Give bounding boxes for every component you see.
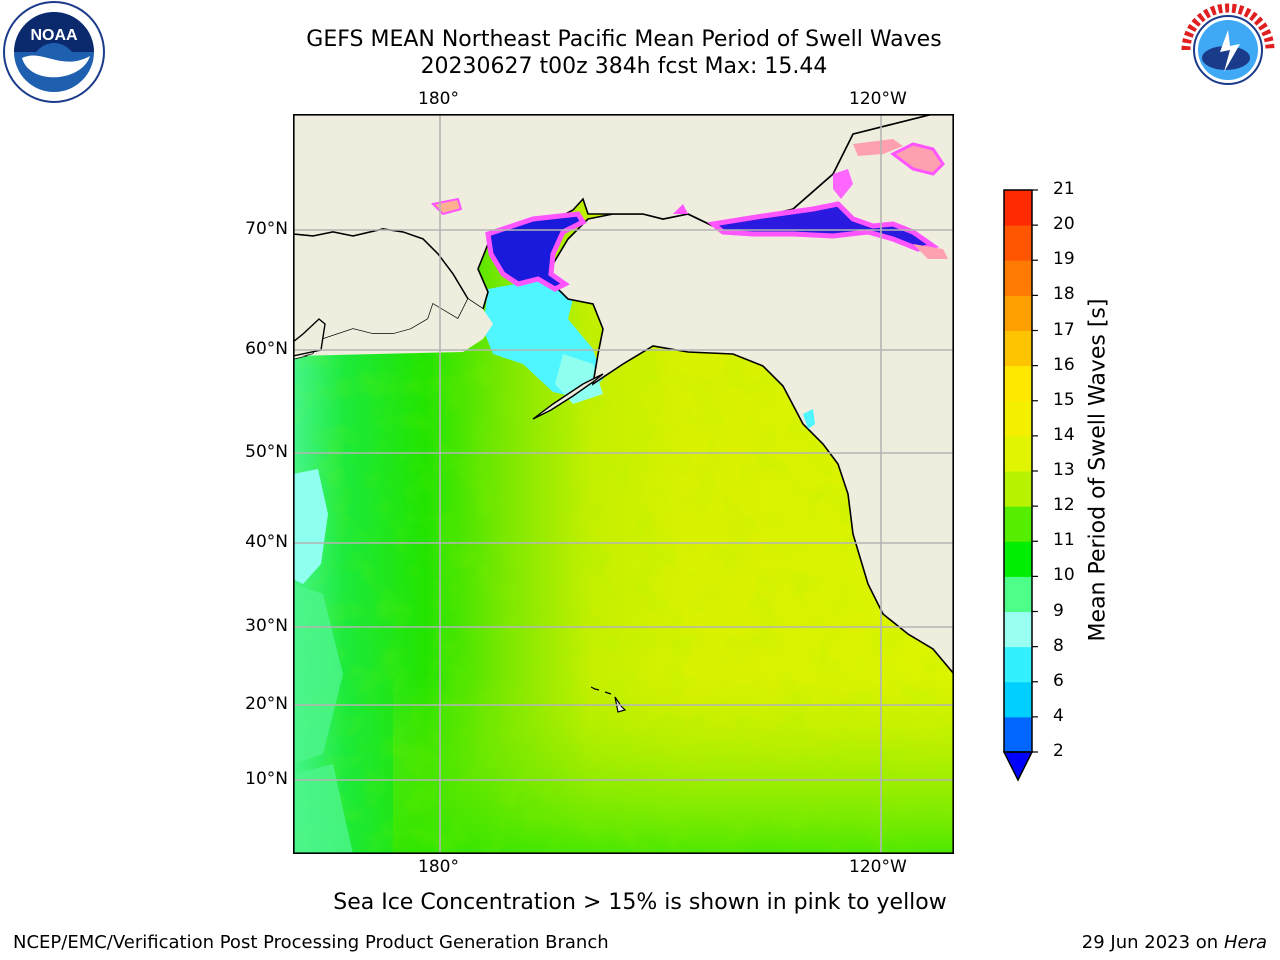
noaa-logo: NOAA bbox=[3, 1, 105, 103]
sea-ice-note: Sea Ice Concentration > 15% is shown in … bbox=[333, 890, 947, 915]
lat-label-20n: 20°N bbox=[245, 694, 288, 714]
chart-title: GEFS MEAN Northeast Pacific Mean Period … bbox=[306, 27, 942, 52]
lon-label-top-180: 180° bbox=[418, 89, 459, 109]
lon-label-bottom-180: 180° bbox=[418, 857, 459, 877]
colorbar-tick-label: 8 bbox=[1053, 635, 1064, 656]
lon-label-bottom-120w: 120°W bbox=[849, 857, 907, 877]
colorbar-segment bbox=[1004, 295, 1032, 331]
colorbar-tick-label: 16 bbox=[1053, 354, 1075, 375]
colorbar bbox=[1002, 189, 1038, 782]
noaa-logo-text: NOAA bbox=[30, 27, 78, 44]
sea-ice-beaufort bbox=[707, 201, 940, 252]
colorbar-tick-label: 14 bbox=[1053, 424, 1075, 445]
colorbar-segment bbox=[1004, 471, 1032, 507]
colorbar-extend-arrow bbox=[1002, 751, 1034, 782]
lat-label-10n: 10°N bbox=[245, 769, 288, 789]
footer-date: 29 Jun 2023 on Hera bbox=[1082, 932, 1267, 953]
colorbar-tick-label: 20 bbox=[1053, 214, 1075, 235]
colorbar-segment bbox=[1004, 435, 1032, 472]
colorbar-tick-label: 4 bbox=[1053, 705, 1064, 726]
lon-label-top-120w: 120°W bbox=[849, 89, 907, 109]
colorbar-tick-label: 18 bbox=[1053, 284, 1075, 305]
colorbar-tick-label: 2 bbox=[1053, 741, 1064, 761]
footer-date-text: 29 Jun 2023 on bbox=[1081, 932, 1219, 953]
colorbar-tick-label: 9 bbox=[1053, 600, 1064, 621]
sea-ice-chukchi bbox=[485, 211, 587, 292]
colorbar-tick-label: 17 bbox=[1053, 319, 1075, 340]
colorbar-tick-label: 11 bbox=[1053, 530, 1075, 551]
lat-label-70n: 70°N bbox=[245, 219, 288, 239]
footer-credit: NCEP/EMC/Verification Post Processing Pr… bbox=[13, 932, 609, 953]
colorbar-segment bbox=[1004, 225, 1032, 261]
colorbar-tick-label: 13 bbox=[1053, 460, 1075, 480]
chart-subtitle: 20230627 t00z 384h fcst Max: 15.44 bbox=[420, 54, 828, 79]
colorbar-tick-label: 12 bbox=[1053, 495, 1075, 516]
map-panel bbox=[293, 114, 954, 854]
colorbar-segment bbox=[1004, 330, 1032, 367]
nws-logo bbox=[1180, 2, 1276, 98]
colorbar-segment bbox=[1004, 541, 1032, 577]
colorbar-segment bbox=[1004, 400, 1032, 437]
lat-label-30n: 30°N bbox=[245, 616, 288, 636]
colorbar-segment bbox=[1004, 190, 1032, 226]
colorbar-tick-label: 6 bbox=[1053, 670, 1064, 691]
colorbar-segment bbox=[1004, 576, 1032, 612]
colorbar-segment bbox=[1004, 506, 1032, 542]
colorbar-segment bbox=[1004, 681, 1032, 718]
colorbar-segment bbox=[1004, 365, 1032, 402]
lat-label-50n: 50°N bbox=[245, 442, 288, 462]
colorbar-segment bbox=[1004, 260, 1032, 296]
alaska-peninsula-land bbox=[532, 373, 604, 420]
colorbar-segment bbox=[1004, 646, 1032, 683]
hawaii-islands bbox=[590, 686, 627, 713]
colorbar-label: Mean Period of Swell Waves [s] bbox=[1085, 298, 1111, 642]
lat-label-40n: 40°N bbox=[245, 532, 288, 552]
western-short-period-patch bbox=[293, 469, 328, 584]
map-graticule bbox=[293, 114, 954, 854]
colorbar-tick-label: 19 bbox=[1053, 249, 1075, 270]
colorbar-tick-label: 21 bbox=[1053, 179, 1075, 199]
colorbar-tick-label: 10 bbox=[1053, 565, 1075, 586]
colorbar-tick-label: 15 bbox=[1053, 389, 1075, 410]
map-svg bbox=[293, 114, 954, 854]
colorbar-segment bbox=[1004, 611, 1032, 648]
footer-host: Hera bbox=[1223, 932, 1267, 953]
lat-label-60n: 60°N bbox=[245, 339, 288, 359]
colorbar-segment bbox=[1004, 716, 1032, 753]
